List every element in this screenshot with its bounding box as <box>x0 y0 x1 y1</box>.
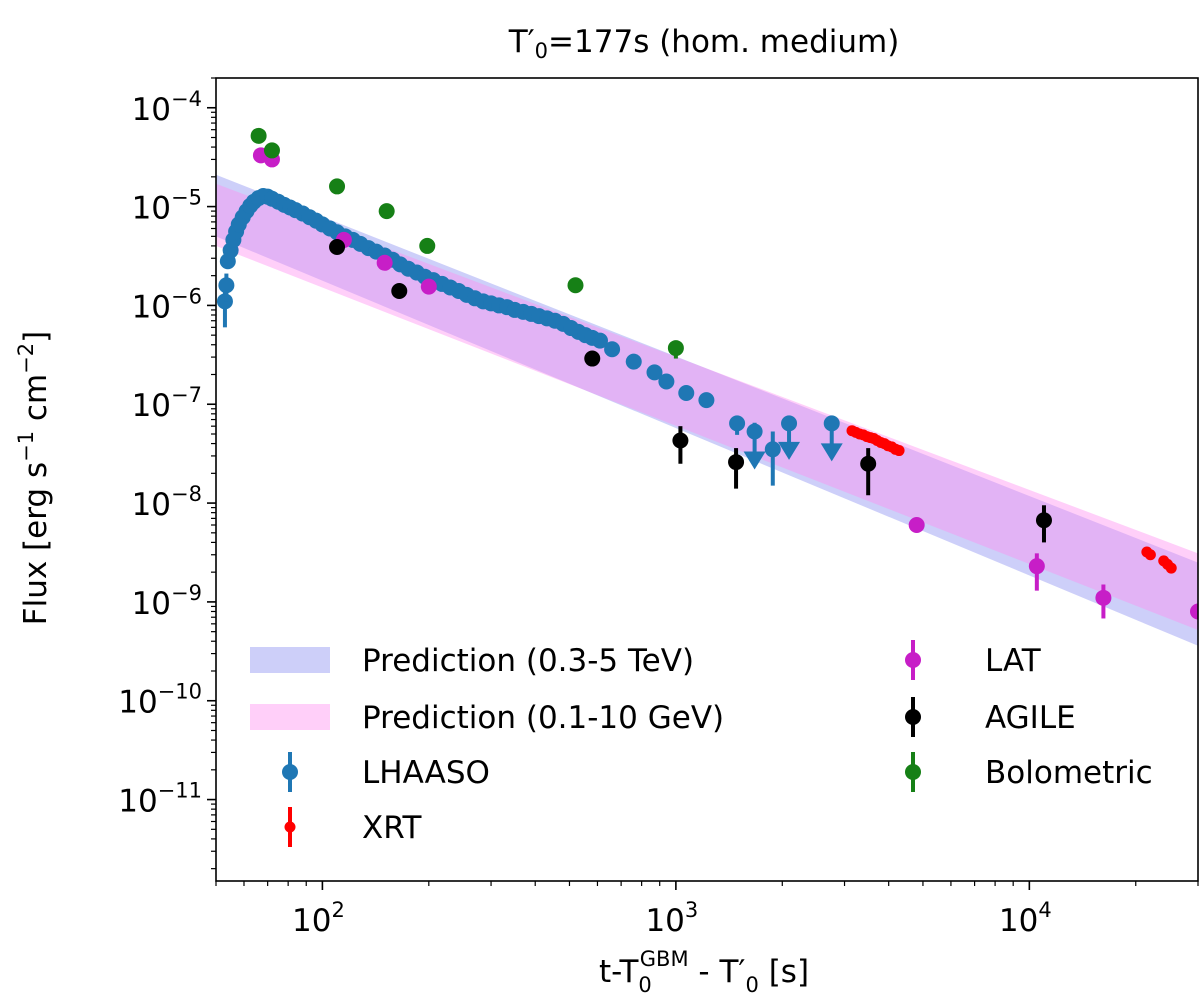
lhaaso-point <box>218 277 235 294</box>
legend-swatch-band <box>250 647 330 673</box>
bolometric-point <box>667 340 684 357</box>
y-axis-ticks: 10−11 10−10 10−9 10−8 10−7 10−6 10−5 10−4 <box>118 77 216 870</box>
lhaaso-upper-limit-arrow <box>820 443 843 462</box>
xrt-point <box>893 445 905 457</box>
legend-swatch-marker <box>282 764 298 780</box>
legend-label: Prediction (0.3-5 TeV) <box>362 643 694 679</box>
bolometric-point <box>419 237 436 254</box>
bolometric-point <box>567 277 584 294</box>
y-tick-label: 10−7 <box>132 383 202 424</box>
legend-swatch-marker <box>905 709 921 725</box>
bolometric-point <box>378 203 395 220</box>
lhaaso-point <box>781 415 798 432</box>
y-tick-label: 10−6 <box>132 284 202 325</box>
agile-point <box>860 455 877 472</box>
lat-point <box>420 278 437 295</box>
y-tick-label: 10−4 <box>132 87 202 128</box>
bolometric-point <box>250 127 267 144</box>
legend-label: LHAASO <box>362 755 490 791</box>
lhaaso-point <box>764 441 781 458</box>
agile-point <box>329 238 346 255</box>
agile-point <box>672 432 689 449</box>
legend-label: AGILE <box>985 700 1076 736</box>
lhaaso-upper-limit-arrow <box>778 441 801 460</box>
y-tick-label: 10−8 <box>132 482 202 523</box>
lhaaso-point <box>658 373 675 390</box>
chart-title: T′0=177s (hom. medium) <box>508 24 900 63</box>
x-axis-ticks: 102 103 104 <box>215 881 1199 939</box>
agile-point <box>391 282 408 299</box>
lat-point <box>908 517 925 534</box>
x-axis-label: t-T0GBM - T′0 [s] <box>599 947 809 997</box>
y-tick-label: 10−5 <box>132 186 202 227</box>
xrt-point <box>1144 549 1156 561</box>
lat-point <box>1190 603 1198 620</box>
x-tick-label: 102 <box>292 898 345 939</box>
lhaaso-point <box>746 423 763 440</box>
lhaaso-point <box>698 392 715 409</box>
x-tick-label: 103 <box>645 898 698 939</box>
lat-point <box>1028 558 1045 575</box>
legend-label: Prediction (0.1-10 GeV) <box>362 700 724 736</box>
y-axis-label: Flux [erg s−1 cm−2] <box>14 331 54 626</box>
lhaaso-point <box>678 384 695 401</box>
legend-label: XRT <box>362 810 423 846</box>
legend: Prediction (0.3-5 TeV) Prediction (0.1-10… <box>250 640 1153 847</box>
lhaaso-point <box>591 332 608 349</box>
agile-point <box>584 350 601 367</box>
legend-swatch-marker <box>284 821 296 833</box>
legend-label: Bolometric <box>985 755 1153 791</box>
lhaaso-point <box>604 341 621 358</box>
lat-point <box>1095 589 1112 606</box>
agile-point <box>728 454 745 471</box>
xrt-point <box>1165 562 1177 574</box>
bolometric-point <box>263 142 280 159</box>
lat-point <box>376 254 393 271</box>
plot-frame <box>215 77 1199 882</box>
lhaaso-point <box>823 415 840 432</box>
lhaaso-point <box>729 415 746 432</box>
y-tick-label: 10−11 <box>118 779 202 820</box>
data-markers <box>216 127 1198 620</box>
lhaaso-upper-limit-arrow <box>743 451 766 470</box>
lhaaso-point <box>625 353 642 370</box>
legend-swatch-marker <box>905 652 921 668</box>
x-tick-label: 104 <box>999 898 1052 939</box>
y-tick-label: 10−9 <box>132 581 202 622</box>
legend-swatch-band <box>250 704 330 730</box>
legend-label: LAT <box>985 643 1042 679</box>
lhaaso-point <box>646 364 663 381</box>
y-tick-label: 10−10 <box>118 680 202 721</box>
agile-point <box>1035 512 1052 529</box>
legend-swatch-marker <box>905 764 921 780</box>
bolometric-point <box>329 178 346 195</box>
